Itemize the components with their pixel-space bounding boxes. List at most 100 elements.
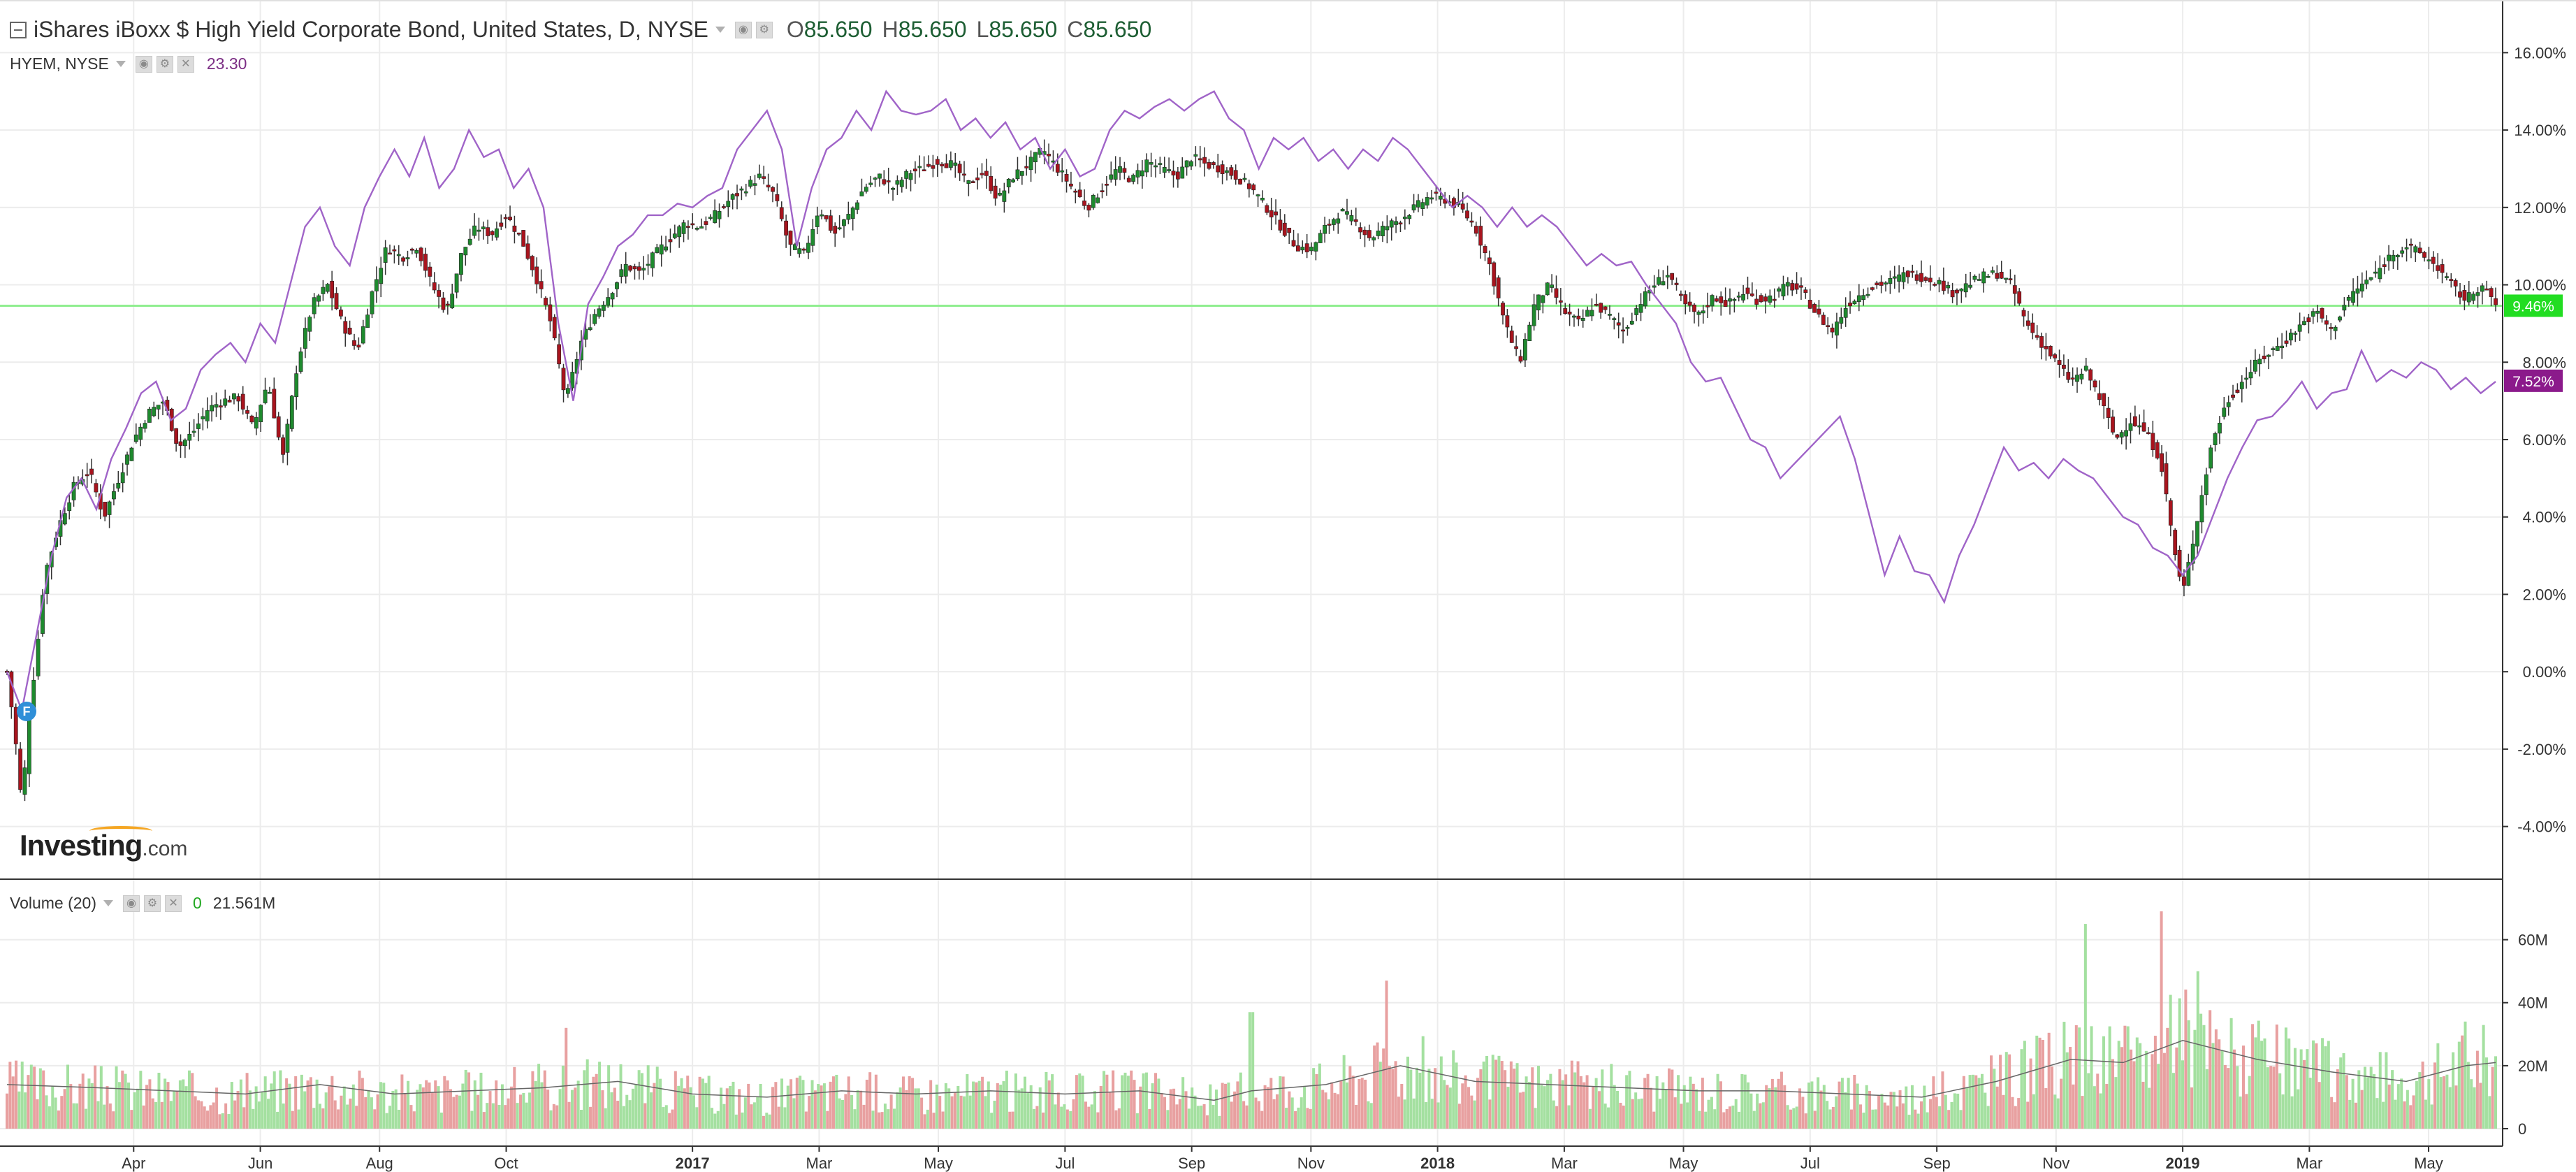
candle-body (704, 221, 708, 225)
volume-bar (831, 1076, 835, 1129)
candle-body (2128, 423, 2133, 431)
volume-label[interactable]: Volume (20) (10, 894, 97, 912)
volume-bar (1789, 1109, 1792, 1129)
collapse-icon[interactable] (10, 21, 27, 38)
candle-body (801, 248, 806, 251)
volume-bar (142, 1105, 145, 1129)
symbol-title[interactable]: iShares iBoxx $ High Yield Corporate Bon… (34, 17, 708, 42)
candle-body (1749, 294, 1754, 296)
candle-body (1015, 169, 1020, 180)
close-icon[interactable]: ✕ (177, 55, 194, 73)
candle-body (2440, 264, 2445, 273)
candle-body (303, 328, 307, 349)
candle-body (1550, 284, 1555, 288)
volume-bar (2038, 1037, 2042, 1129)
candle-body (2458, 291, 2462, 298)
candle-body (499, 222, 504, 227)
volume-bar (69, 1084, 73, 1129)
volume-bar (467, 1072, 471, 1129)
candle-body (1554, 288, 1559, 298)
volume-bar (2074, 1025, 2078, 1129)
candle-body (1126, 178, 1131, 182)
volume-bar (227, 1114, 231, 1129)
chevron-down-icon[interactable] (715, 27, 725, 33)
candle-body (89, 468, 94, 475)
chevron-down-icon[interactable] (115, 61, 126, 67)
candle-body (1340, 209, 1345, 212)
volume-bar (1959, 1110, 1963, 1129)
volume-bar (117, 1082, 121, 1129)
volume-bar (288, 1083, 291, 1129)
chevron-down-icon[interactable] (103, 900, 114, 906)
volume-bar (716, 1110, 720, 1129)
volume-bar (1634, 1092, 1638, 1129)
volume-bar (449, 1089, 452, 1129)
candle-body (1496, 277, 1501, 298)
candle-body (263, 389, 268, 403)
eye-icon[interactable]: ◉ (123, 895, 140, 912)
volume-bar (1254, 1097, 1258, 1129)
volume-bar (297, 1109, 300, 1129)
candle-body (2124, 430, 2129, 437)
volume-bar (878, 1112, 881, 1129)
gear-icon[interactable]: ⚙ (144, 895, 161, 912)
candle-body (1002, 190, 1007, 202)
volume-bar (1868, 1091, 1872, 1129)
volume-zero-value: 0 (193, 894, 202, 912)
volume-bar (799, 1076, 802, 1129)
volume-bar (17, 1091, 21, 1129)
candle-body (962, 173, 966, 176)
y-tick-label: 0.00% (2523, 663, 2566, 681)
candle-body (1701, 310, 1705, 314)
y-tick-label: 16.00% (2514, 44, 2566, 62)
volume-bar (1649, 1087, 1652, 1129)
volume-bar (1518, 1092, 1522, 1129)
x-tick-label: Mar (1551, 1155, 1578, 1172)
volume-bar (2196, 971, 2199, 1129)
volume-bar (2357, 1070, 2361, 1129)
candle-body (2079, 373, 2084, 379)
candle-body (2062, 364, 2066, 369)
volume-bar (1348, 1066, 1352, 1129)
candle-body (2048, 346, 2053, 356)
volume-bar (1227, 1082, 1230, 1129)
volume-bar (2087, 1073, 2090, 1129)
candle-body (107, 501, 112, 515)
volume-bar (1026, 1092, 1030, 1129)
volume-bar (1671, 1069, 1674, 1129)
volume-bar (1108, 1092, 1112, 1129)
gear-icon[interactable]: ⚙ (156, 55, 173, 73)
volume-bar (2470, 1079, 2473, 1129)
volume-bar (1406, 1056, 1409, 1129)
gear-icon[interactable]: ⚙ (755, 21, 773, 38)
candle-body (1336, 218, 1341, 224)
volume-bar (1245, 1105, 1249, 1129)
volume-bar (1588, 1108, 1592, 1129)
volume-bar (428, 1082, 431, 1129)
volume-bar (2278, 1073, 2282, 1129)
eye-icon[interactable]: ◉ (135, 55, 152, 73)
volume-bar (2090, 1026, 2093, 1129)
volume-bar (303, 1091, 307, 1129)
close-icon[interactable]: ✕ (165, 895, 182, 912)
candle-body (820, 214, 824, 217)
volume-bar (63, 1089, 66, 1129)
volume-bar (1725, 1108, 1729, 1129)
volume-bar (868, 1072, 872, 1129)
candle-body (1710, 295, 1715, 307)
volume-bar (1552, 1100, 1555, 1129)
volume-bar (473, 1080, 476, 1129)
candle-body (1852, 301, 1857, 305)
candle-body (1914, 274, 1919, 281)
candle-body (1220, 164, 1225, 174)
volume-bar (683, 1088, 686, 1129)
candle-body (1198, 158, 1202, 161)
eye-icon[interactable]: ◉ (734, 21, 752, 38)
candle-body (1536, 294, 1541, 311)
event-flag-icon[interactable]: F (17, 702, 36, 721)
volume-bar (1400, 1083, 1404, 1129)
volume-bar (1607, 1107, 1610, 1129)
candle-body (1527, 324, 1532, 341)
compare-symbol-label[interactable]: HYEM, NYSE (10, 55, 109, 73)
